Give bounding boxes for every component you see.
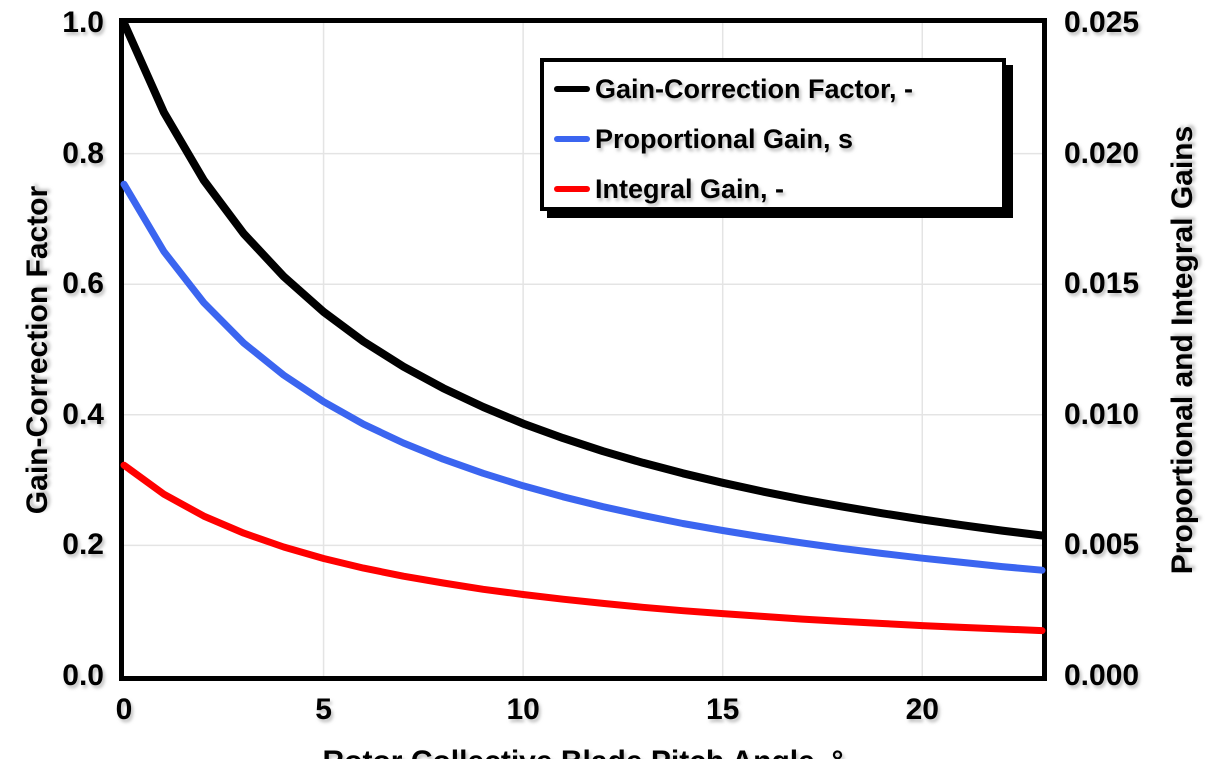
x-tick-label: 20: [905, 693, 939, 726]
x-tick-label: 15: [706, 693, 740, 726]
x-tick-label: 0: [115, 693, 133, 726]
y-axis-title-right: Proportional and Integral Gains: [1166, 125, 1199, 575]
legend-line-sample-black: [554, 86, 590, 92]
y-right-tick-label: 0.000: [1064, 659, 1140, 692]
y-left-tick-label: 1.0: [62, 6, 104, 39]
legend-label: Integral Gain, -: [595, 173, 785, 204]
legend: Gain-Correction Factor, - Proportional G…: [540, 58, 1006, 211]
series-line-integral-gain: [120, 461, 1046, 635]
legend-label: Gain-Correction Factor, -: [595, 73, 914, 104]
legend-item-proportional-gain: Proportional Gain, s: [554, 114, 1002, 164]
x-tick-label: 10: [506, 693, 540, 726]
x-axis-title: Rotor Collective Blade Pitch Angle, °: [124, 744, 1042, 759]
y-right-tick-label: 0.025: [1064, 6, 1140, 39]
x-tick-label: 5: [315, 693, 332, 726]
legend-item-gain-correction: Gain-Correction Factor, -: [554, 64, 1002, 114]
legend-line-sample-blue: [554, 136, 590, 142]
y-axis-title-left: Gain-Correction Factor: [21, 185, 54, 515]
y-right-tick-label: 0.020: [1064, 136, 1140, 170]
legend-label: Proportional Gain, s: [595, 123, 854, 154]
y-right-tick-label: 0.010: [1064, 397, 1140, 431]
legend-item-integral-gain: Integral Gain, -: [554, 164, 1002, 214]
plot-border: [119, 18, 1047, 681]
series-line-gain-correction-factor: [120, 19, 1046, 540]
legend-line-sample-red: [554, 186, 590, 192]
y-left-tick-label: 0.4: [62, 397, 104, 431]
y-left-tick-label: 0.0: [62, 659, 104, 692]
y-left-tick-label: 0.8: [62, 136, 104, 170]
y-left-tick-label: 0.2: [62, 528, 104, 562]
y-right-tick-label: 0.015: [1064, 267, 1140, 301]
y-left-tick-label: 0.6: [62, 267, 104, 301]
series-line-proportional-gain-s: [120, 180, 1046, 574]
y-right-tick-label: 0.005: [1064, 528, 1140, 562]
